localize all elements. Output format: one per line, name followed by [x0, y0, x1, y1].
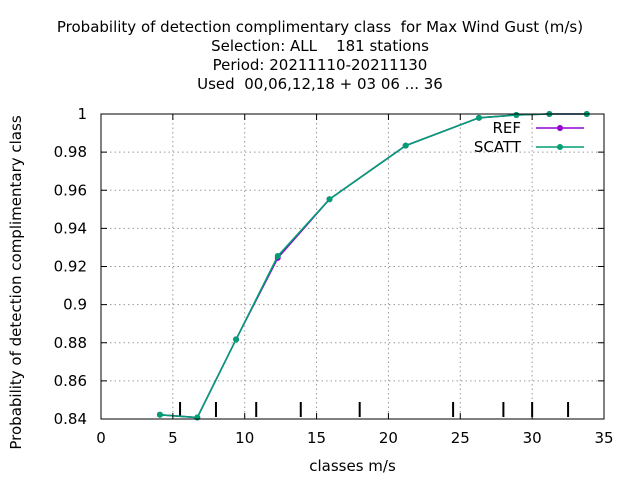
y-axis-label: Probability of detection complimentary c… — [7, 115, 25, 449]
y-tick-label: 0.96 — [54, 181, 87, 199]
legend-marker-ref — [557, 125, 563, 131]
title-line-3: Period: 20211110-20211130 — [212, 56, 428, 74]
axis-ticks: 0 5 10 15 20 25 30 35 0.84 0.86 0.88 0.9 0.92 0.94 0.9… — [54, 105, 614, 447]
x-tick-label: 20 — [379, 429, 398, 447]
data-point-scatt — [156, 411, 163, 418]
data-point-scatt — [475, 114, 482, 121]
y-tick-label: 0.86 — [54, 372, 87, 390]
series-line-scatt — [159, 113, 587, 419]
y-tick-label: 1 — [77, 105, 87, 123]
x-tick-label: 35 — [594, 429, 613, 447]
legend-marker-scatt — [557, 144, 563, 150]
x-tick-label: 30 — [523, 429, 542, 447]
data-point-scatt — [194, 414, 201, 421]
class-marks — [179, 402, 570, 417]
series-line-ref — [159, 113, 587, 419]
y-tick-label: 0.88 — [54, 334, 87, 352]
data-point-scatt — [274, 253, 281, 260]
data-point-scatt — [402, 142, 409, 149]
y-tick-label: 0.94 — [54, 219, 87, 237]
y-tick-label: 0.84 — [54, 410, 87, 428]
x-tick-label: 5 — [168, 429, 178, 447]
y-tick-label: 0.92 — [54, 258, 87, 276]
title-line-2: Selection: ALL 181 stations — [211, 37, 429, 55]
legend-label-scatt: SCATT — [474, 138, 522, 156]
y-tick-label: 0.98 — [54, 143, 87, 161]
grid — [101, 114, 604, 419]
legend-label-ref: REF — [492, 119, 521, 137]
x-tick-label: 25 — [451, 429, 470, 447]
data-point-scatt — [233, 336, 240, 343]
title-line-1: Probability of detection complimentary c… — [56, 18, 584, 36]
x-tick-label: 0 — [96, 429, 106, 447]
data-point-scatt — [326, 196, 333, 203]
chart-title: Probability of detection complimentary c… — [0, 18, 640, 94]
title-line-4: Used 00,06,12,18 + 03 06 ... 36 — [197, 75, 443, 93]
x-axis-label: classes m/s — [309, 457, 396, 475]
series-group — [156, 111, 590, 421]
data-point-scatt — [513, 111, 520, 118]
y-tick-label: 0.9 — [63, 296, 87, 314]
x-tick-label: 10 — [235, 429, 254, 447]
x-tick-label: 15 — [307, 429, 326, 447]
